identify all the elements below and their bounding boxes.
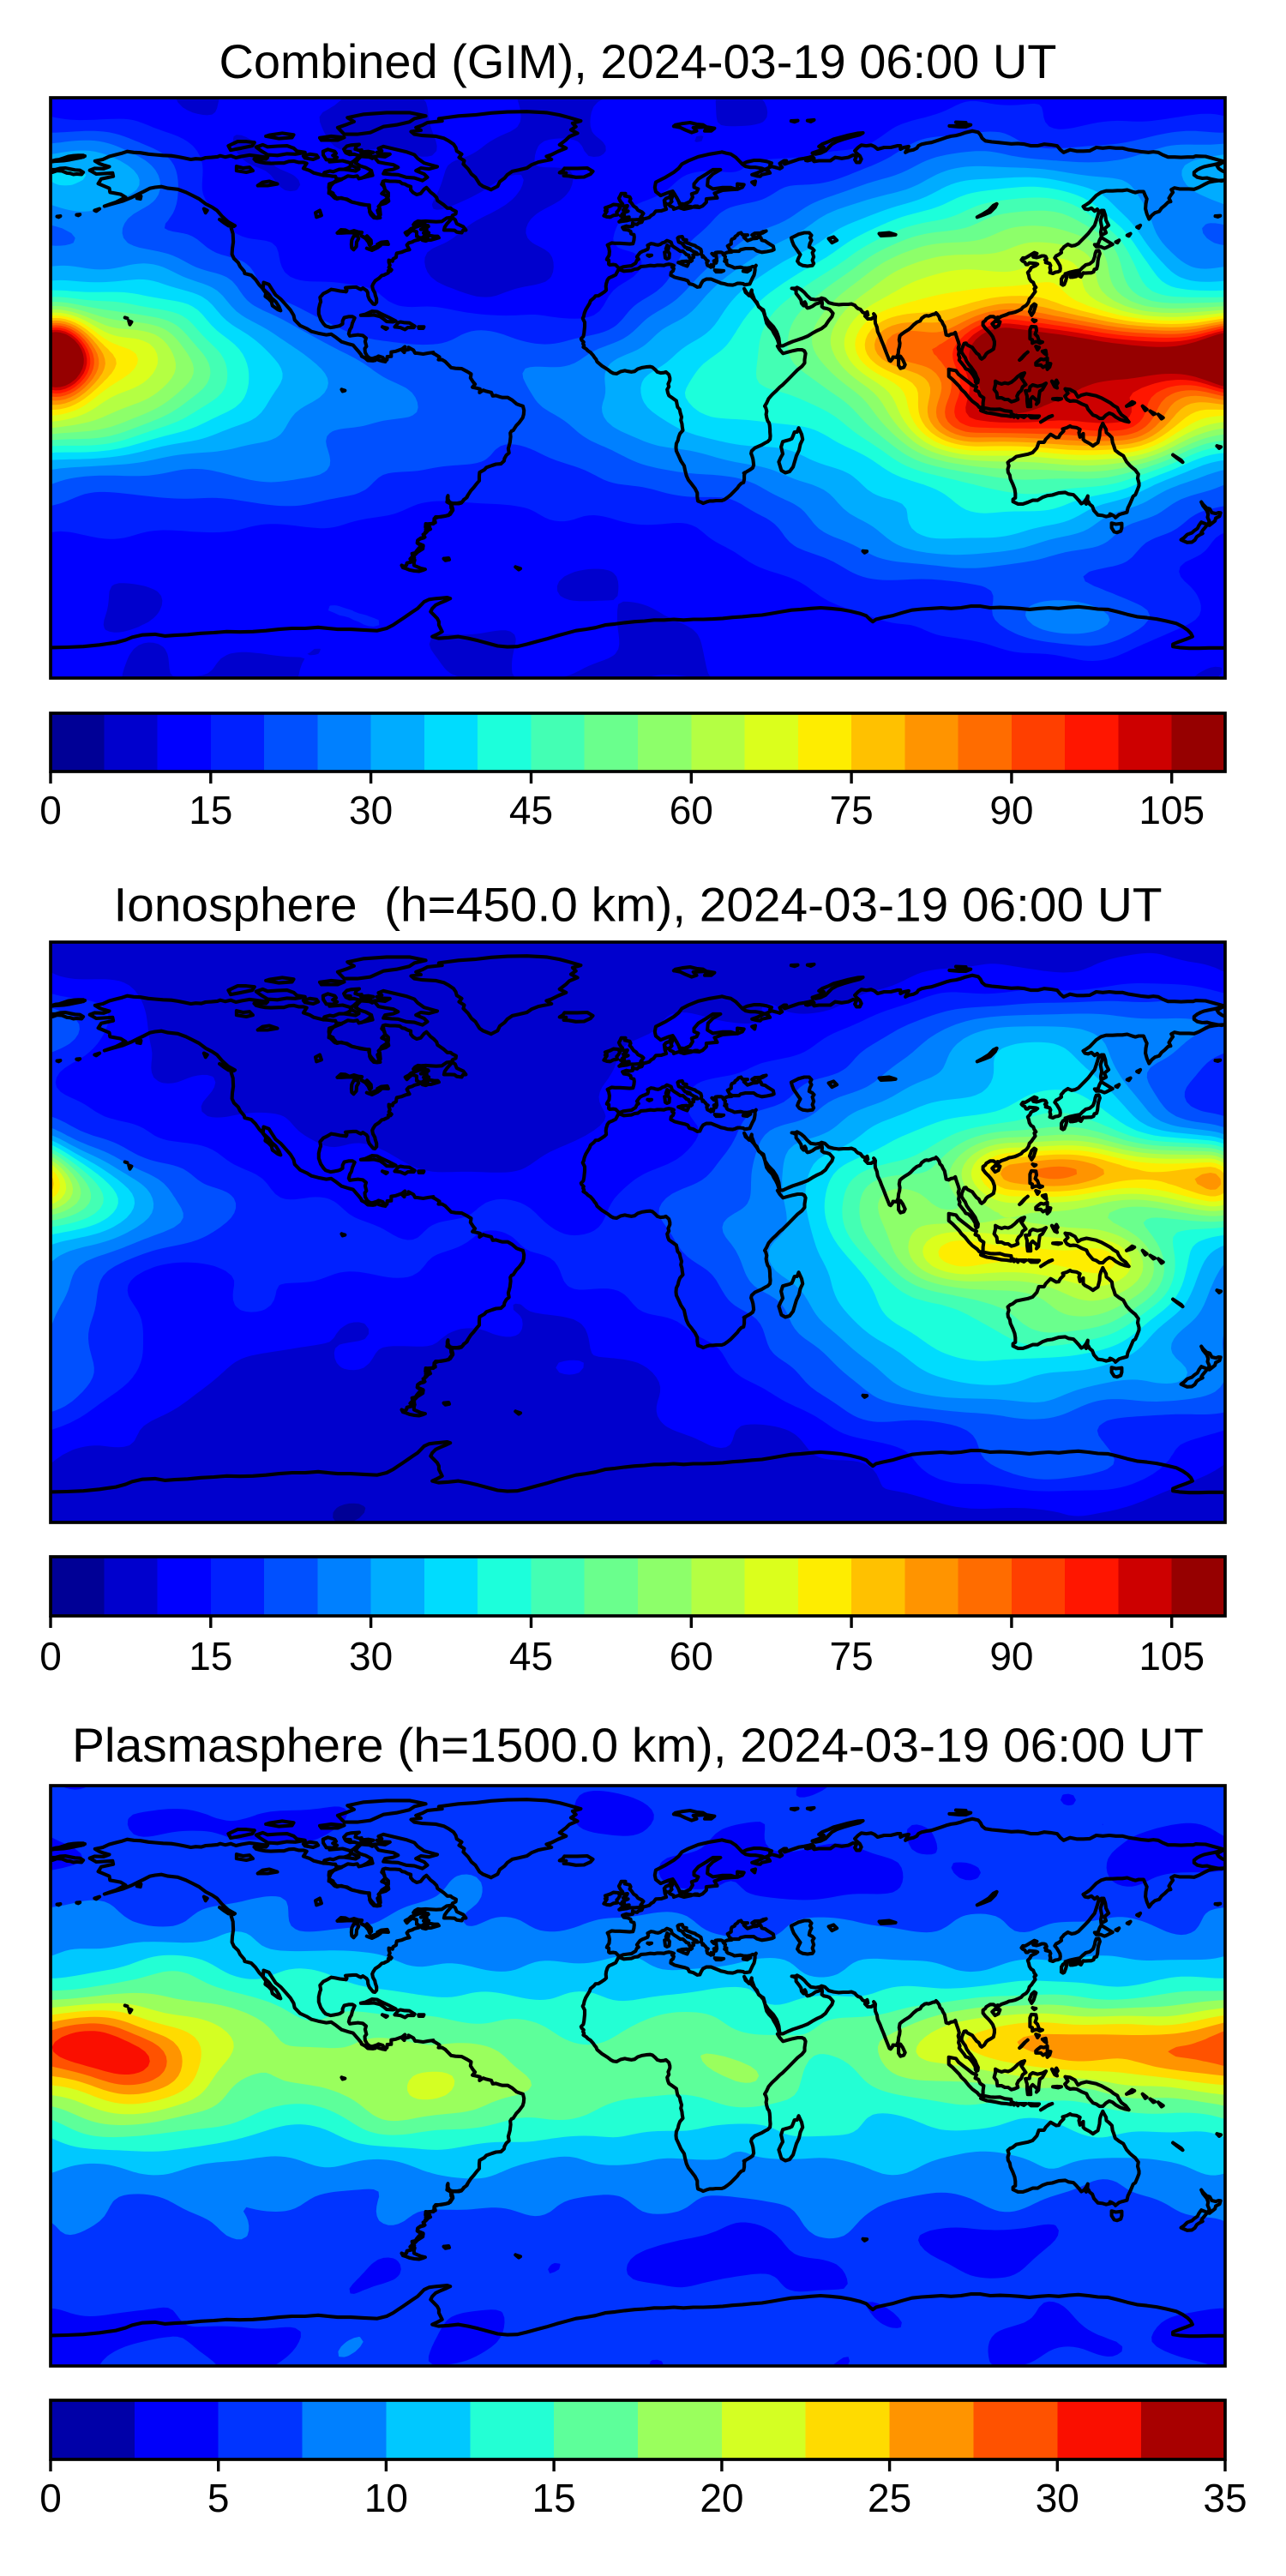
svg-text:25: 25 xyxy=(868,2476,911,2520)
svg-text:75: 75 xyxy=(830,1634,874,1678)
svg-text:Plasmasphere (h=1500.0 km), 20: Plasmasphere (h=1500.0 km), 2024-03-19 0… xyxy=(72,1718,1204,1772)
svg-text:30: 30 xyxy=(1036,2476,1079,2520)
svg-text:60: 60 xyxy=(670,788,713,832)
svg-text:0: 0 xyxy=(39,2476,62,2520)
svg-text:105: 105 xyxy=(1139,1634,1205,1678)
svg-text:30: 30 xyxy=(349,1634,393,1678)
svg-text:0: 0 xyxy=(39,788,62,832)
svg-text:20: 20 xyxy=(700,2476,743,2520)
svg-text:105: 105 xyxy=(1139,788,1205,832)
svg-text:10: 10 xyxy=(364,2476,408,2520)
svg-text:0: 0 xyxy=(39,1634,62,1678)
svg-text:15: 15 xyxy=(189,788,232,832)
svg-text:45: 45 xyxy=(509,788,553,832)
svg-text:Combined (GIM), 2024-03-19 06:: Combined (GIM), 2024-03-19 06:00 UT xyxy=(219,34,1057,88)
svg-text:60: 60 xyxy=(670,1634,713,1678)
svg-text:90: 90 xyxy=(989,788,1033,832)
svg-text:75: 75 xyxy=(830,788,874,832)
svg-text:35: 35 xyxy=(1203,2476,1247,2520)
svg-text:15: 15 xyxy=(189,1634,232,1678)
svg-text:Ionosphere (h=450.0 km), 2024: Ionosphere (h=450.0 km), 2024-03-19 06:0… xyxy=(114,878,1163,932)
svg-text:90: 90 xyxy=(989,1634,1033,1678)
svg-text:45: 45 xyxy=(509,1634,553,1678)
svg-text:15: 15 xyxy=(532,2476,576,2520)
svg-text:5: 5 xyxy=(207,2476,230,2520)
svg-text:30: 30 xyxy=(349,788,393,832)
